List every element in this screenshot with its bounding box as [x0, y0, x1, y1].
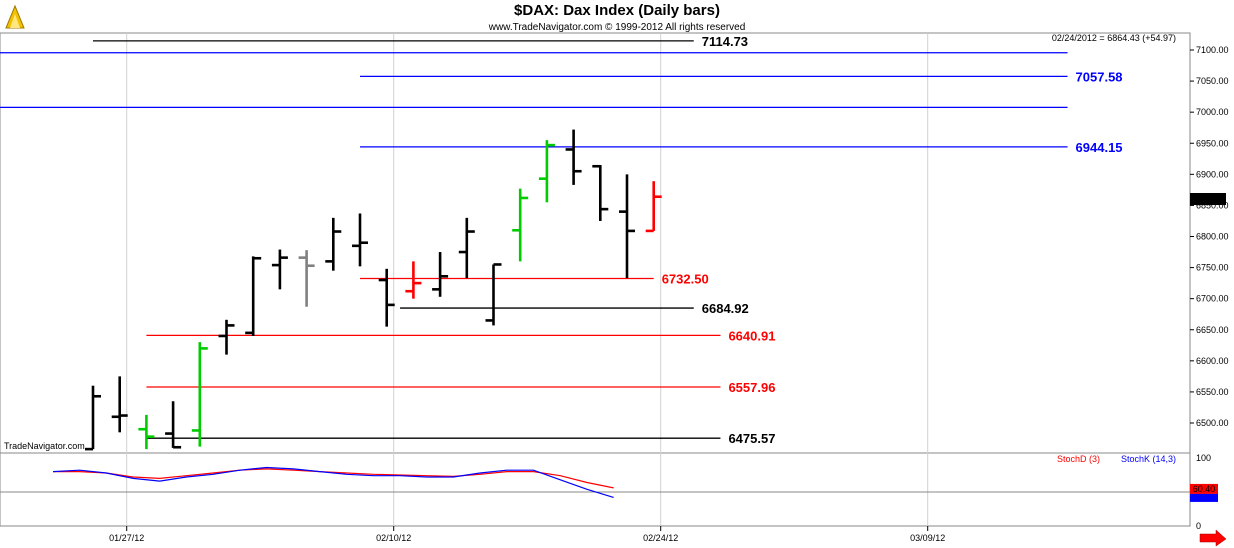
last-price-label: 6864.43 — [1192, 194, 1225, 204]
grid — [126, 33, 929, 526]
level-label: 6475.57 — [728, 431, 775, 446]
price-readout: 02/24/2012 = 6864.43 (+54.97) — [1052, 33, 1176, 43]
y-tick-label: 6750.00 — [1196, 263, 1229, 273]
stoch-value-tag — [1190, 483, 1218, 494]
ohlc-bar — [85, 385, 101, 451]
price-axis: 6500.00 6550.00 6600.00 6650.00 6700.00 6750.… — [1190, 45, 1229, 428]
scroll-right-arrow-icon[interactable] — [1199, 529, 1227, 547]
date-axis: 01/27/12 02/10/12 02/24/12 03/09/12 — [109, 526, 945, 543]
ohlc-bar — [512, 188, 529, 262]
y-tick-label: 7000.00 — [1196, 107, 1229, 117]
stoch-d-line — [53, 468, 614, 489]
y-tick-label: 6800.00 — [1196, 232, 1229, 242]
ohlc-bar — [218, 319, 235, 355]
ohlc-bars — [85, 129, 662, 451]
y-tick-label: 7050.00 — [1196, 76, 1229, 86]
y-tick-label: 6900.00 — [1196, 169, 1229, 179]
stoch-k-line — [52, 466, 614, 498]
stoch-legend-entry: StochD (3) — [1057, 454, 1100, 464]
ohlc-bar — [405, 261, 422, 299]
level-label: 7114.73 — [702, 34, 748, 49]
ohlc-bar — [165, 401, 182, 449]
y-tick-label: 7100.00 — [1196, 45, 1229, 55]
level-label: 6684.92 — [702, 301, 749, 316]
ohlc-bar — [645, 181, 662, 233]
y-tick-label: 6700.00 — [1196, 294, 1229, 304]
ohlc-bar — [458, 217, 475, 279]
support-resistance-levels: 7114.737095.637057.587007.726944.156732.… — [0, 34, 1123, 446]
stoch-value-label: 60.40 — [1193, 484, 1216, 494]
y-tick-label: 6600.00 — [1196, 356, 1229, 366]
ohlc-bar — [271, 249, 288, 290]
logo-icon — [5, 4, 25, 29]
ohlc-bar — [325, 217, 342, 271]
stoch-legend-entry: StochK (14,3) — [1121, 454, 1176, 464]
level-label: 6640.91 — [728, 328, 775, 343]
x-tick-label: 02/10/12 — [376, 533, 411, 543]
ohlc-bar — [538, 140, 555, 203]
y-tick-label: 6500.00 — [1196, 418, 1229, 428]
stoch-tick-label: 100 — [1196, 453, 1211, 463]
ohlc-bar — [111, 376, 128, 433]
last-price-tag: 6864.43 — [1190, 193, 1226, 205]
stoch-tick-label: 0 — [1196, 521, 1201, 531]
ohlc-bar — [352, 213, 368, 267]
x-tick-label: 03/09/12 — [910, 533, 945, 543]
ohlc-bar — [432, 252, 449, 297]
stoch-value-tag-k — [1190, 493, 1218, 502]
x-tick-label: 01/27/12 — [109, 533, 144, 543]
y-tick-label: 6550.00 — [1196, 387, 1229, 397]
ohlc-bar — [378, 268, 395, 327]
watermark: TradeNavigator.com — [4, 441, 85, 451]
chart-title: $DAX: Dax Index (Daily bars) — [514, 2, 720, 19]
chart-subtitle: www.TradeNavigator.com © 1999-2012 All r… — [488, 22, 746, 33]
ohlc-bar — [592, 164, 609, 221]
level-label: 6557.96 — [728, 380, 775, 395]
x-tick-label: 02/24/12 — [643, 533, 678, 543]
ohlc-bar — [619, 174, 635, 279]
ohlc-bar — [191, 342, 208, 447]
y-tick-label: 6950.00 — [1196, 138, 1229, 148]
ohlc-bar — [245, 256, 262, 336]
level-label: 7057.58 — [1076, 69, 1123, 84]
ohlc-bar — [485, 263, 502, 326]
ohlc-bar — [298, 250, 315, 307]
ohlc-bar — [138, 414, 155, 450]
y-tick-label: 6850.00 — [1196, 200, 1229, 210]
ohlc-bar — [565, 129, 582, 185]
y-tick-label: 6650.00 — [1196, 325, 1229, 335]
level-label: 6732.50 — [662, 271, 709, 286]
stochastic-lines: 050100StochD (3)StochK (14,3)60.40 — [0, 453, 1218, 531]
level-label: 6944.15 — [1076, 140, 1123, 155]
